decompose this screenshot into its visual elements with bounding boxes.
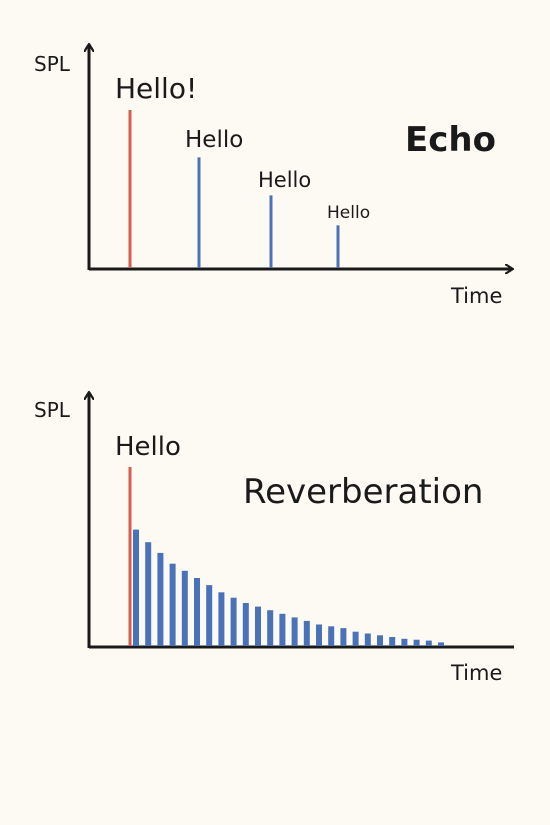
reverberation-reflection-bars bbox=[133, 529, 444, 646]
reverberation-reflection-bar bbox=[169, 563, 176, 646]
reverberation-reflection-bar bbox=[181, 570, 188, 646]
reverberation-reflection-bar bbox=[206, 585, 213, 646]
reverberation-x-axis-label: Time bbox=[450, 661, 502, 685]
echo-y-axis-label: SPL bbox=[34, 52, 71, 76]
reverberation-reflection-bar bbox=[401, 638, 408, 646]
reverberation-reflection-bar bbox=[218, 592, 225, 646]
reverberation-title: Reverberation bbox=[243, 472, 483, 512]
reverberation-reflection-bar bbox=[364, 633, 371, 646]
reverberation-direct-sound-label: Hello bbox=[115, 432, 181, 462]
echo-reflection-label: Hello bbox=[185, 127, 243, 153]
reverberation-reflection-bar bbox=[413, 639, 420, 646]
reverberation-reflection-bar bbox=[316, 624, 322, 646]
reverberation-reflection-bar bbox=[157, 552, 164, 646]
reverberation-reflection-bar bbox=[352, 631, 359, 646]
reverberation-reflection-bar bbox=[279, 613, 286, 646]
reverberation-reflection-bar bbox=[267, 610, 274, 646]
reverberation-reflection-bar bbox=[255, 606, 261, 646]
reverberation-reflection-bar bbox=[377, 635, 383, 646]
reverberation-reflection-bar bbox=[438, 642, 444, 646]
echo-reflection-label: Hello bbox=[327, 203, 370, 223]
echo-x-axis-label: Time bbox=[450, 284, 502, 308]
reverberation-y-axis-label: SPL bbox=[34, 398, 71, 422]
reverberation-reflection-bar bbox=[303, 620, 310, 646]
reverberation-reflection-bar bbox=[145, 542, 152, 646]
reverberation-panel: SPL Time Reverberation Hello bbox=[34, 393, 514, 685]
reverberation-reflection-bar bbox=[340, 628, 347, 646]
reverberation-reflection-bar bbox=[425, 640, 432, 646]
reverberation-reflection-bar bbox=[230, 597, 237, 646]
echo-panel: SPL Time Echo Hello! Hello Hello Hello bbox=[34, 45, 512, 308]
reverberation-reflection-bar bbox=[291, 617, 298, 646]
reverberation-reflection-bar bbox=[133, 529, 139, 646]
reverberation-reflection-bar bbox=[389, 637, 396, 646]
echo-reflection-label: Hello bbox=[258, 168, 311, 192]
echo-direct-sound-label: Hello! bbox=[115, 72, 197, 105]
reverberation-reflection-bar bbox=[242, 603, 249, 646]
reverberation-reflection-bar bbox=[194, 578, 200, 646]
echo-title: Echo bbox=[405, 120, 496, 160]
reverberation-reflection-bar bbox=[328, 626, 335, 646]
